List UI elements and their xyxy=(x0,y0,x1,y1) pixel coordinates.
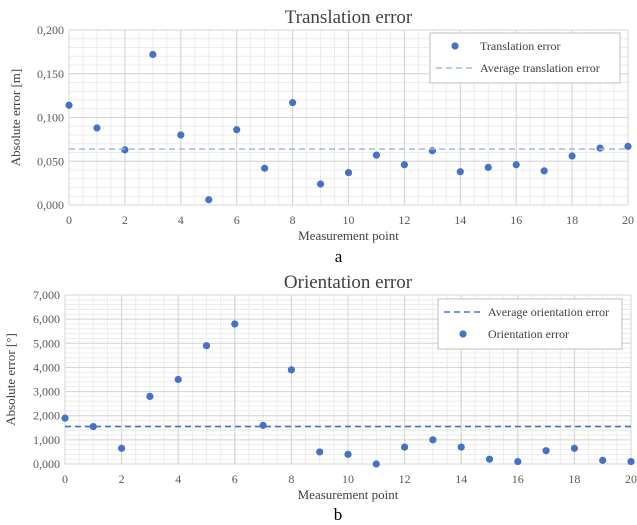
y-tick-label: 0,200 xyxy=(37,23,64,37)
y-tick-label: 3,000 xyxy=(33,385,60,399)
x-tick-label: 6 xyxy=(234,213,240,227)
legend-marker-swatch xyxy=(451,42,459,50)
data-point xyxy=(259,421,267,429)
x-tick-label: 18 xyxy=(566,213,578,227)
y-tick-label: 4,000 xyxy=(33,360,60,374)
data-point xyxy=(289,99,297,107)
data-point xyxy=(89,422,97,431)
data-point xyxy=(93,124,101,132)
legend-label: Orientation error xyxy=(488,327,569,341)
x-axis-title: Measurement point xyxy=(298,487,399,502)
data-point xyxy=(400,161,408,169)
y-axis-title: Absolute error [°] xyxy=(3,333,18,426)
x-tick-label: 4 xyxy=(175,472,181,486)
x-tick-label: 0 xyxy=(62,472,68,486)
data-point xyxy=(205,196,213,204)
data-point xyxy=(514,457,522,466)
chart-title: Orientation error xyxy=(284,272,413,293)
data-point xyxy=(429,436,437,444)
x-tick-label: 20 xyxy=(622,213,634,227)
data-point xyxy=(627,457,635,466)
y-tick-label: 5,000 xyxy=(33,336,60,350)
y-tick-label: 0,150 xyxy=(37,67,64,81)
data-point xyxy=(484,163,492,171)
data-point xyxy=(261,164,269,172)
data-point xyxy=(61,414,69,422)
y-axis-title: Absolute error [m] xyxy=(8,69,23,166)
x-tick-label: 4 xyxy=(178,213,184,227)
figure-caption: b xyxy=(334,505,343,524)
y-tick-label: 1,000 xyxy=(33,433,60,447)
data-point xyxy=(202,342,211,350)
data-point xyxy=(485,455,494,463)
legend-marker-swatch xyxy=(459,330,467,338)
data-point xyxy=(456,168,464,176)
y-tick-label: 0,100 xyxy=(37,111,64,125)
x-tick-label: 16 xyxy=(512,472,524,486)
data-point xyxy=(174,375,182,384)
data-point xyxy=(542,447,550,455)
data-point xyxy=(65,101,73,109)
data-point xyxy=(316,180,325,188)
data-point xyxy=(146,392,154,400)
x-tick-label: 0 xyxy=(66,213,72,227)
x-tick-label: 12 xyxy=(399,472,411,486)
data-point xyxy=(568,152,576,160)
chart-translation-error: 0 2 4 6 8 10 12 14 16 18 20 0,000 0,050 0,100 0,150 0,2… xyxy=(8,7,634,266)
x-tick-label: 12 xyxy=(398,213,410,227)
data-point xyxy=(344,450,352,458)
x-tick-label: 16 xyxy=(510,213,522,227)
x-tick-label: 20 xyxy=(625,472,637,486)
data-point xyxy=(287,366,295,374)
data-point xyxy=(372,460,380,468)
data-point xyxy=(177,131,185,139)
data-point xyxy=(121,146,129,154)
data-point xyxy=(570,444,579,452)
data-point xyxy=(344,169,353,177)
chart-orientation-error: 0 2 4 6 8 10 12 14 16 18 20 0,000 1,000 2,000 3,000 4,0… xyxy=(3,272,637,524)
x-tick-label: 6 xyxy=(232,472,238,486)
data-point xyxy=(401,443,409,451)
legend-box xyxy=(437,298,623,350)
data-point xyxy=(372,151,381,159)
x-tick-label: 18 xyxy=(568,472,580,486)
legend-label: Translation error xyxy=(480,39,561,53)
y-tick-label: 0,000 xyxy=(37,198,64,212)
data-point xyxy=(233,126,241,134)
x-tick-label: 2 xyxy=(119,472,125,486)
data-point xyxy=(316,448,324,456)
y-tick-label: 2,000 xyxy=(33,409,60,423)
legend-label: Average translation error xyxy=(480,61,600,75)
data-point xyxy=(231,320,239,328)
data-point xyxy=(624,142,632,150)
x-tick-label: 10 xyxy=(342,472,354,486)
x-axis-title: Measurement point xyxy=(298,228,399,243)
data-point xyxy=(118,444,126,452)
y-tick-label: 0,050 xyxy=(37,154,64,168)
x-tick-label: 2 xyxy=(122,213,128,227)
data-point xyxy=(596,144,604,152)
data-point xyxy=(599,456,607,464)
x-tick-label: 14 xyxy=(454,213,466,227)
x-tick-label: 14 xyxy=(455,472,467,486)
figure-caption: a xyxy=(335,247,343,266)
x-tick-label: 8 xyxy=(288,472,294,486)
data-point xyxy=(457,443,465,451)
x-tick-label: 8 xyxy=(290,213,296,227)
data-point xyxy=(512,161,520,169)
y-tick-label: 6,000 xyxy=(33,312,60,326)
x-tick-label: 10 xyxy=(343,213,355,227)
chart-title: Translation error xyxy=(285,7,413,28)
legend-box xyxy=(429,32,621,84)
y-tick-label: 0,000 xyxy=(33,457,60,471)
legend-label: Average orientation error xyxy=(488,305,609,319)
data-point xyxy=(540,167,548,175)
y-tick-label: 7,000 xyxy=(33,288,60,302)
data-point xyxy=(149,50,157,59)
